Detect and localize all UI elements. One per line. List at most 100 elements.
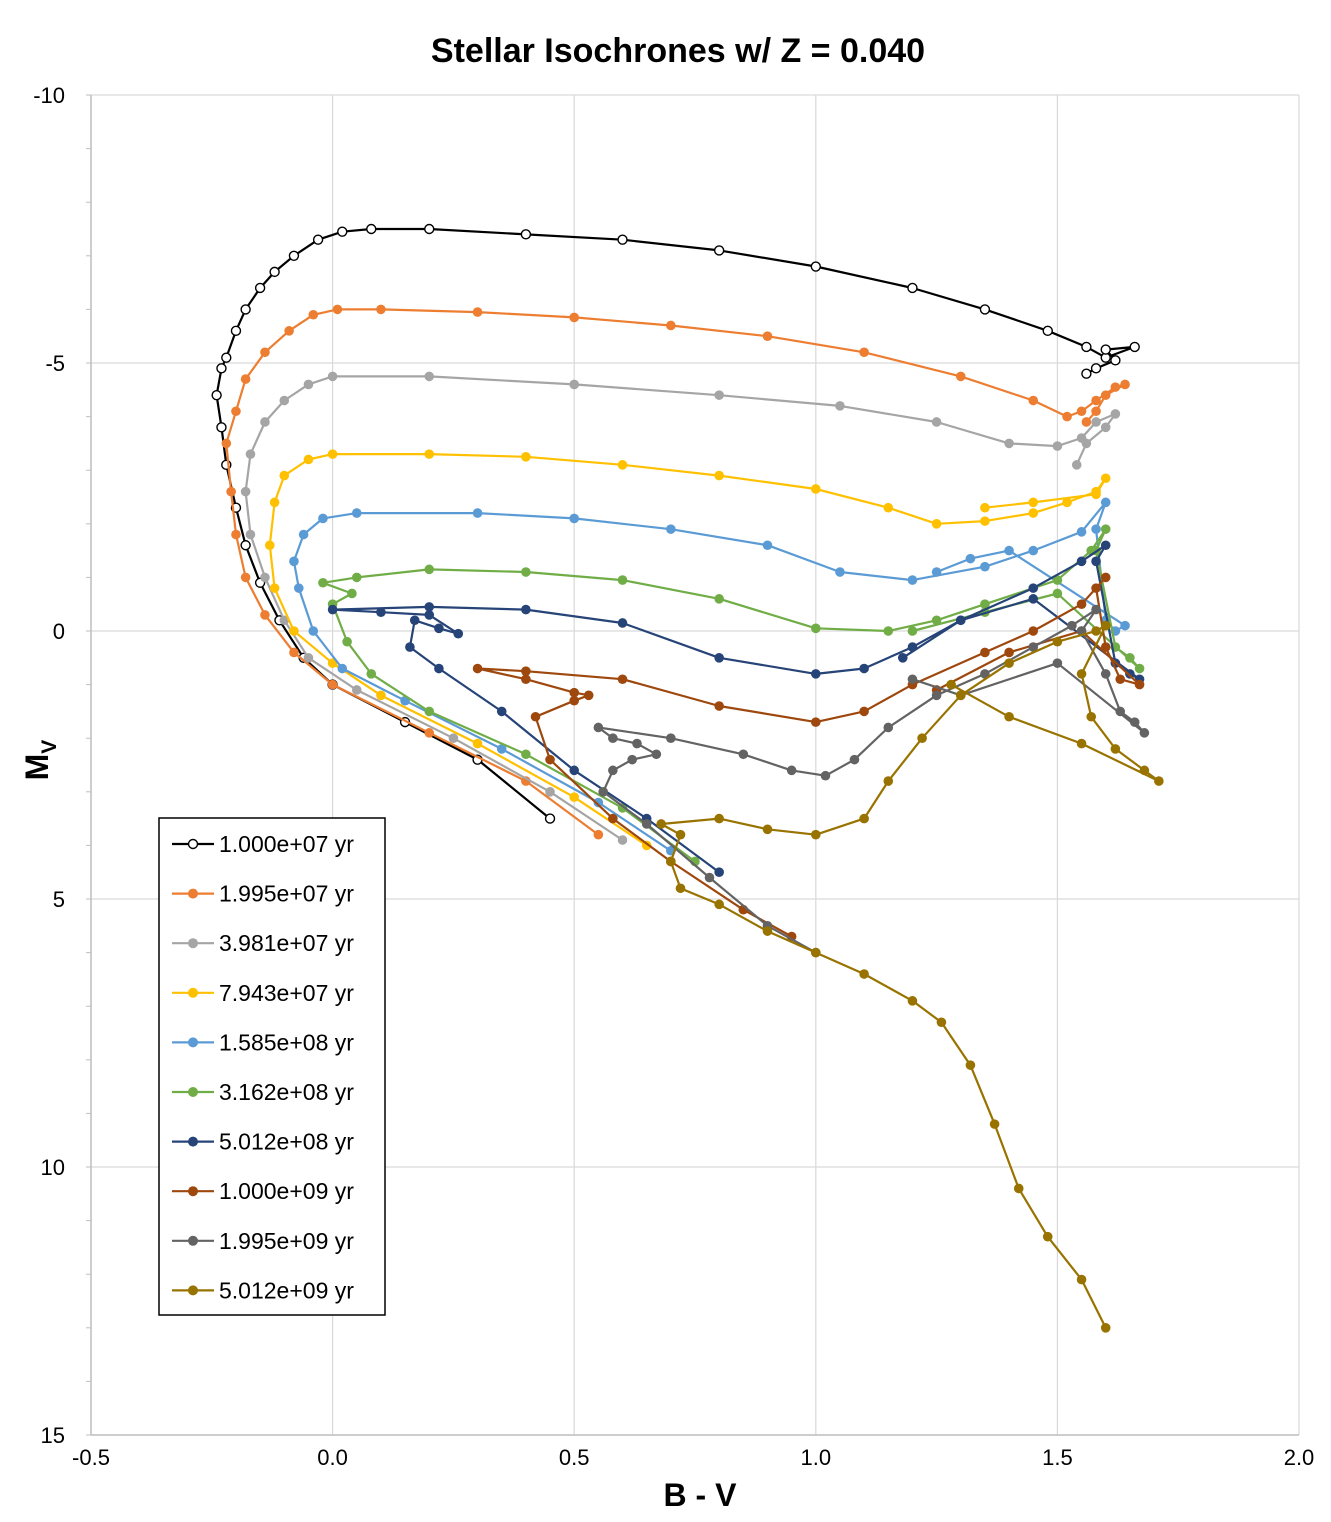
legend-label: 1.995e+07 yr — [219, 881, 354, 907]
data-point — [254, 282, 266, 294]
series-3 — [264, 449, 1111, 851]
data-point — [303, 653, 314, 663]
data-point — [269, 497, 280, 508]
data-point — [714, 470, 724, 481]
data-point — [1100, 642, 1111, 652]
data-point — [1091, 556, 1101, 567]
data-point — [289, 556, 299, 567]
data-point — [955, 690, 966, 701]
data-point — [1120, 379, 1130, 390]
data-point — [666, 524, 676, 534]
data-point — [1052, 588, 1063, 599]
data-point — [1100, 540, 1111, 551]
legend-entry: 3.981e+07 yr — [172, 930, 354, 956]
data-point — [965, 1060, 976, 1070]
data-point — [521, 749, 531, 760]
data-point — [260, 572, 270, 583]
data-point — [424, 728, 435, 738]
data-point — [1028, 545, 1039, 556]
data-point — [376, 690, 386, 701]
data-point — [714, 813, 724, 824]
data-point — [1004, 658, 1014, 668]
data-point — [1115, 706, 1126, 717]
data-point — [608, 765, 618, 776]
data-point — [714, 899, 724, 910]
data-point — [1004, 545, 1014, 556]
data-point — [240, 540, 251, 551]
series-1 — [221, 304, 1130, 840]
legend-entry: 1.995e+07 yr — [172, 881, 354, 907]
data-point — [1115, 674, 1126, 685]
data-point — [762, 926, 773, 936]
data-point — [569, 765, 579, 776]
data-point — [835, 401, 845, 411]
legend-marker — [188, 938, 198, 949]
data-point — [1052, 575, 1063, 585]
data-point — [641, 819, 652, 829]
data-point — [230, 325, 242, 337]
legend-marker — [188, 1037, 198, 1048]
data-point — [811, 484, 821, 494]
series-layer — [211, 223, 1164, 1333]
data-point — [907, 626, 918, 636]
series-line — [321, 528, 1141, 863]
data-point — [472, 307, 483, 317]
data-point — [1028, 395, 1039, 406]
data-point — [332, 304, 343, 315]
legend-entry: 5.012e+08 yr — [172, 1129, 354, 1155]
data-point — [1042, 325, 1053, 337]
data-point — [424, 564, 435, 575]
data-point — [409, 615, 420, 626]
data-point — [1139, 765, 1150, 776]
series-4 — [289, 497, 1130, 856]
legend-label: 1.000e+07 yr — [219, 831, 354, 857]
data-point — [260, 347, 270, 358]
data-point — [883, 776, 894, 786]
data-point — [351, 572, 362, 583]
data-point — [1110, 355, 1121, 366]
legend-entry: 3.162e+08 yr — [172, 1079, 354, 1105]
data-point — [980, 669, 990, 679]
data-point — [521, 452, 531, 462]
data-point — [583, 690, 594, 701]
data-point — [1100, 620, 1111, 631]
data-point — [569, 792, 579, 802]
data-point — [347, 588, 357, 599]
data-point — [1091, 395, 1101, 406]
data-point — [713, 245, 725, 256]
data-point — [351, 508, 362, 518]
data-point — [1100, 473, 1111, 484]
data-point — [1028, 497, 1039, 508]
data-point — [1071, 460, 1082, 470]
data-point — [907, 642, 918, 652]
data-point — [1091, 406, 1101, 417]
data-point — [608, 733, 618, 743]
data-point — [980, 599, 990, 609]
data-point — [811, 717, 821, 727]
data-point — [448, 733, 459, 743]
data-point — [593, 722, 604, 733]
legend-marker — [188, 888, 198, 899]
data-point — [738, 749, 749, 760]
data-point — [1125, 653, 1135, 663]
legend-marker — [188, 1235, 198, 1246]
data-point — [980, 647, 990, 658]
data-point — [424, 371, 435, 382]
data-point — [931, 690, 942, 701]
data-point — [569, 687, 579, 698]
data-point — [675, 829, 686, 840]
data-point — [980, 516, 990, 526]
y-tick-label: 10 — [41, 1155, 65, 1180]
legend-entry: 7.943e+07 yr — [172, 980, 354, 1006]
data-point — [1076, 556, 1087, 567]
tick-label-layer: -0.5 0.0 0.5 1.0 1.5 2.0 -10 -5 0 5 10 15 — [33, 83, 1314, 1470]
data-point — [965, 553, 976, 564]
data-point — [1081, 368, 1092, 379]
legend-entry: 1.000e+09 yr — [172, 1178, 354, 1204]
data-point — [811, 623, 821, 634]
legend-label: 3.981e+07 yr — [219, 930, 354, 956]
series-5 — [318, 524, 1145, 867]
data-point — [318, 577, 328, 588]
data-point — [859, 663, 869, 674]
data-point — [327, 604, 338, 615]
